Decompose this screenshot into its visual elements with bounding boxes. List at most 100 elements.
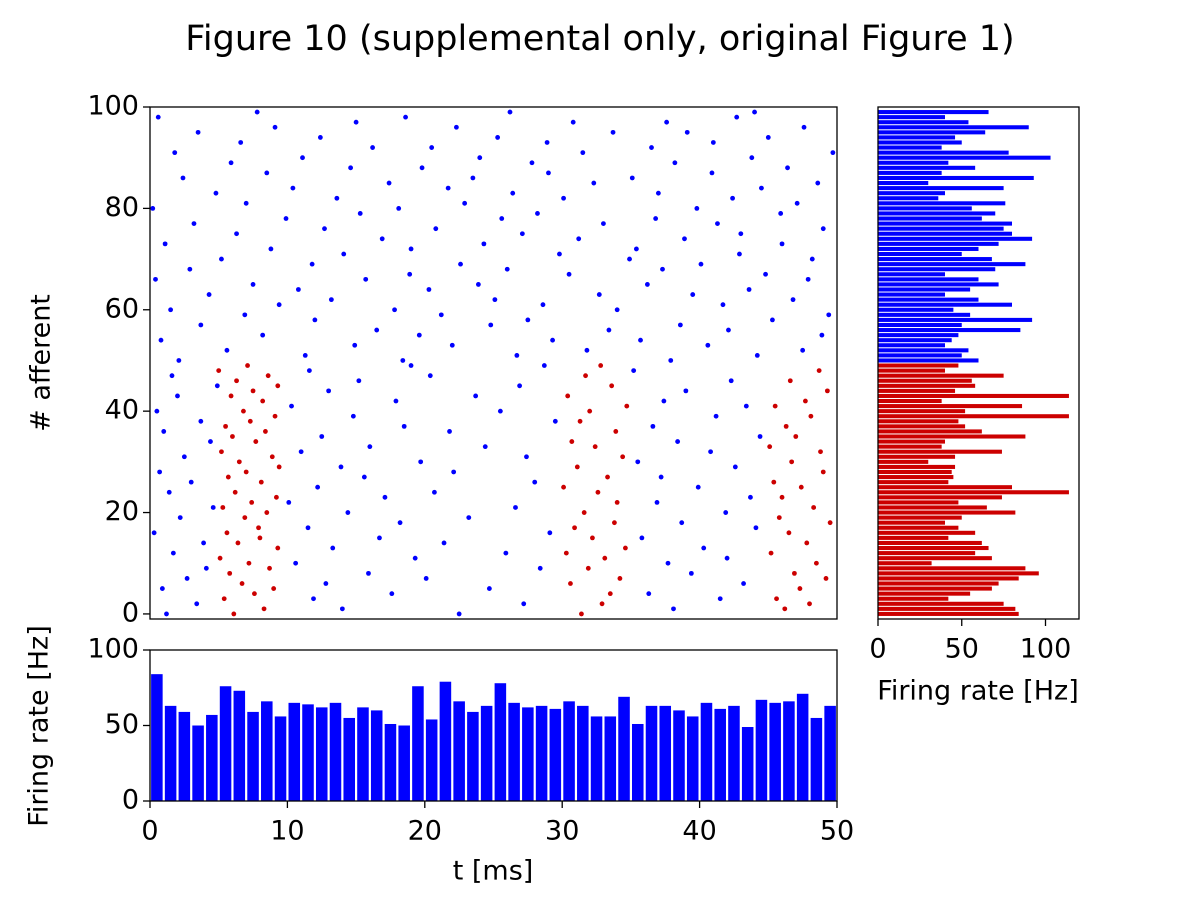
spike-dot <box>447 429 452 434</box>
spike-dot <box>242 312 248 318</box>
spike-dot <box>433 226 439 232</box>
spike-dot <box>260 332 266 338</box>
rate-bar <box>878 611 1019 616</box>
spike-dot <box>423 576 429 581</box>
spike-dot <box>590 535 595 541</box>
rate-bar <box>878 277 979 282</box>
spike-dot <box>341 251 347 257</box>
spike-dot <box>688 570 694 576</box>
spike-dot <box>574 464 580 470</box>
spike-dot <box>627 256 632 262</box>
spike-dot <box>283 216 289 221</box>
spike-dot <box>660 266 665 272</box>
rate-bar <box>878 115 945 120</box>
spike-dot <box>315 484 321 490</box>
spike-dot <box>644 282 650 287</box>
spike-dot <box>507 109 513 115</box>
rate-bar <box>878 150 1009 155</box>
rate-bar <box>878 546 989 551</box>
rate-bar <box>878 464 956 469</box>
spike-dot <box>572 525 577 531</box>
spike-dot <box>633 246 639 252</box>
histogram-bar <box>783 701 795 801</box>
spike-dot <box>234 378 239 384</box>
spike-dot <box>748 494 753 500</box>
spike-dot <box>655 190 661 196</box>
spike-dot <box>717 596 723 602</box>
spike-dot <box>770 317 775 323</box>
spike-dot <box>290 185 296 191</box>
spike-dot <box>176 358 182 363</box>
spike-dot <box>350 413 356 419</box>
rate-bar <box>878 535 949 540</box>
rate-bar <box>878 404 1023 409</box>
spike-dot <box>592 444 598 450</box>
spike-dot <box>374 327 380 333</box>
rate-bar <box>878 257 992 262</box>
spike-dot <box>525 317 531 323</box>
spike-dot <box>631 368 637 374</box>
rate-bar <box>878 343 945 348</box>
spike-dot <box>639 535 645 541</box>
spike-dot <box>241 408 246 414</box>
rate-bar <box>878 398 942 404</box>
rate-bar <box>878 434 1026 439</box>
spike-dot <box>412 555 418 561</box>
rate-bar <box>878 302 1012 307</box>
spike-dot <box>257 535 263 541</box>
spike-dot <box>701 545 707 551</box>
spike-dot <box>352 342 358 348</box>
spike-dot <box>389 591 395 597</box>
histogram-bar <box>164 705 177 801</box>
spike-dot <box>804 540 810 546</box>
rate-bar <box>878 581 999 586</box>
rate-bar <box>878 388 956 393</box>
spike-dot <box>481 241 487 247</box>
x-tick-label: 40 <box>682 816 716 847</box>
spike-dot <box>793 434 799 439</box>
spike-dot <box>504 266 510 272</box>
histogram-bar <box>274 716 287 801</box>
x-tick-label: 100 <box>1020 634 1072 665</box>
spike-dot <box>231 611 237 617</box>
spike-dot <box>275 545 281 551</box>
spike-dot <box>451 469 457 475</box>
spike-dot <box>243 200 249 206</box>
histogram-bar <box>522 707 534 801</box>
spike-dot <box>524 454 529 460</box>
spike-dot <box>684 129 690 135</box>
rate-bar <box>878 409 966 414</box>
histogram-bar <box>398 725 410 801</box>
rate-bar <box>878 414 1069 419</box>
y-tick-label: 0 <box>122 785 139 816</box>
rate-bar <box>878 328 1021 333</box>
rate-bar <box>878 596 949 601</box>
spike-dot <box>438 312 444 318</box>
spike-dot <box>820 469 826 475</box>
histogram-bar <box>741 727 754 801</box>
spike-dot <box>300 155 305 161</box>
spike-dot <box>682 236 687 242</box>
spike-dot <box>665 560 671 566</box>
rate-bar <box>878 439 945 444</box>
spike-dot <box>161 429 167 434</box>
histogram-bar <box>192 725 204 801</box>
spike-dot <box>683 388 689 394</box>
spike-dot <box>671 606 676 612</box>
spike-dot <box>492 297 498 303</box>
spike-dot <box>271 586 277 591</box>
spike-dot <box>724 555 730 561</box>
spike-dot <box>612 520 617 526</box>
spike-dot <box>668 358 674 363</box>
spike-dot <box>499 216 505 221</box>
spike-dot <box>322 226 327 232</box>
rate-bar <box>878 292 945 297</box>
spike-dot <box>245 363 250 368</box>
spike-dot <box>236 459 242 465</box>
spike-dot <box>216 368 222 374</box>
rate-bar <box>878 110 989 115</box>
spike-dot <box>157 469 163 475</box>
spike-dot <box>250 388 256 394</box>
rate-bar <box>878 459 929 464</box>
y-tick-label: 40 <box>105 395 139 426</box>
